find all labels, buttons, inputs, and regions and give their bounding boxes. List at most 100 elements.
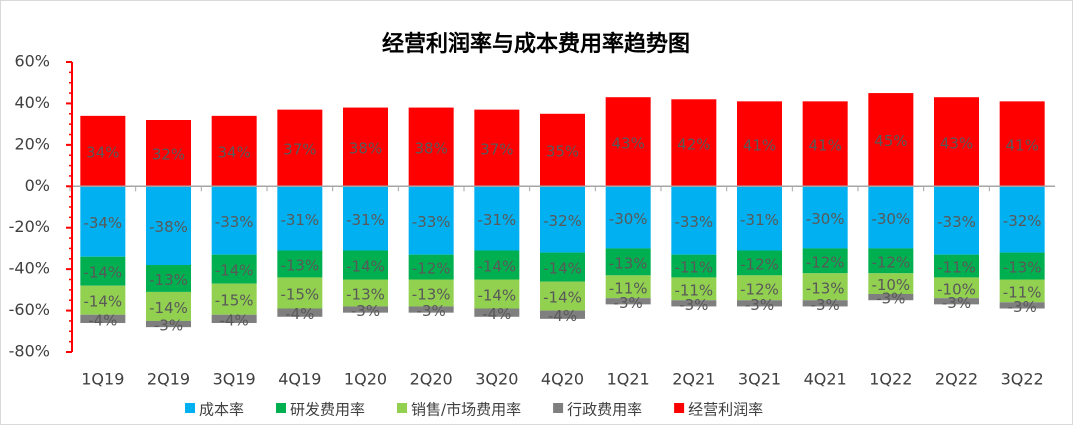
bar-segment	[802, 248, 848, 274]
value-label: -32%	[1003, 212, 1042, 230]
value-label: 38%	[414, 139, 447, 157]
bar-segment	[540, 252, 585, 282]
value-label: -14%	[215, 262, 254, 280]
bar-segment	[999, 252, 1045, 280]
bar-segment	[474, 250, 520, 280]
value-label: 35%	[546, 143, 579, 161]
bar-segment	[540, 186, 585, 253]
legend-swatch	[674, 403, 685, 413]
bar-segment	[737, 186, 782, 251]
bar-segment	[211, 283, 257, 315]
bar-segment	[540, 281, 585, 311]
bar-segment	[802, 273, 848, 301]
value-label: -14%	[149, 299, 188, 317]
value-label: -14%	[477, 287, 516, 305]
bar-segment	[934, 254, 979, 278]
x-tick-label: 2Q21	[672, 370, 715, 389]
value-label: -12%	[412, 260, 451, 278]
value-label: -3%	[614, 294, 643, 312]
value-label: -4%	[88, 311, 117, 329]
y-tick-label: -40%	[9, 259, 50, 278]
bar-segment	[474, 308, 520, 317]
bar-segment	[408, 254, 454, 280]
bar-segment	[343, 279, 388, 307]
value-label: 37%	[283, 140, 316, 158]
value-label: -4%	[220, 311, 249, 329]
value-label: -30%	[609, 210, 648, 228]
x-tick-label: 2Q19	[147, 370, 190, 389]
bar-segment	[999, 279, 1045, 303]
bar-segment	[211, 115, 257, 187]
bar-segment	[80, 115, 126, 187]
bar-segment	[277, 186, 323, 251]
value-label: -31%	[740, 211, 779, 229]
bar-segment	[343, 250, 388, 280]
value-label: 41%	[743, 136, 776, 154]
y-tick-label: -80%	[9, 342, 50, 361]
value-label: 34%	[86, 144, 119, 162]
bar-segment	[868, 93, 914, 187]
value-label: -4%	[285, 305, 314, 323]
legend-label: 成本率	[199, 401, 244, 419]
legend-swatch	[185, 403, 195, 413]
value-label: -30%	[806, 210, 845, 228]
bar-segment	[408, 107, 454, 187]
value-label: -11%	[1003, 283, 1042, 301]
x-tick-label: 1Q19	[81, 370, 124, 389]
bar-segment	[605, 248, 651, 276]
legend-label: 销售/市场费用率	[411, 401, 521, 419]
x-tick-label: 1Q21	[607, 370, 650, 389]
value-label: -13%	[1003, 259, 1042, 277]
value-label: -32%	[543, 212, 582, 230]
x-tick-label: 3Q20	[475, 370, 518, 389]
value-label: 42%	[677, 135, 710, 153]
x-tick-label: 3Q21	[738, 370, 781, 389]
value-label: -3%	[417, 302, 446, 320]
bar-segment	[868, 186, 914, 249]
value-label: -13%	[149, 271, 188, 289]
value-label: -31%	[477, 211, 516, 229]
value-label: -11%	[674, 259, 713, 277]
value-label: -4%	[482, 305, 511, 323]
bar-segment	[605, 97, 651, 187]
y-tick-label: 60%	[14, 52, 50, 71]
bar-segment	[999, 302, 1045, 309]
value-label: -31%	[280, 211, 319, 229]
value-label: -34%	[83, 214, 122, 232]
value-label: -13%	[346, 285, 385, 303]
value-label: -33%	[937, 213, 976, 231]
value-label: -13%	[412, 285, 451, 303]
value-label: 41%	[808, 136, 841, 154]
value-label: -15%	[215, 292, 254, 310]
value-label: -33%	[412, 213, 451, 231]
bar-segment	[671, 254, 717, 278]
bar-segment	[146, 320, 191, 328]
value-label: -14%	[477, 258, 516, 276]
bar-segment	[540, 113, 585, 187]
bar-segment	[737, 300, 782, 307]
bar-segment	[211, 254, 257, 284]
bar-segment	[408, 306, 454, 313]
bar-segment	[868, 248, 914, 274]
value-label: 43%	[940, 134, 973, 152]
bar-segment	[211, 314, 257, 323]
value-label: -33%	[674, 213, 713, 231]
bar-segment	[671, 277, 717, 301]
bar-segment	[80, 314, 126, 323]
bar-segment	[343, 107, 388, 187]
bar-segment	[868, 294, 914, 301]
value-label: -11%	[674, 281, 713, 299]
bar-segment	[737, 101, 782, 187]
x-tick-label: 4Q20	[541, 370, 584, 389]
x-tick-label: 4Q19	[278, 370, 321, 389]
value-label: -14%	[543, 289, 582, 307]
value-label: -3%	[154, 317, 183, 335]
legend-label: 行政费用率	[567, 401, 642, 419]
value-label: -4%	[548, 307, 577, 325]
value-label: -15%	[280, 285, 319, 303]
value-label: 43%	[611, 134, 644, 152]
bar-segment	[605, 298, 651, 305]
bar-segment	[671, 300, 717, 307]
bar-segment	[737, 250, 782, 276]
